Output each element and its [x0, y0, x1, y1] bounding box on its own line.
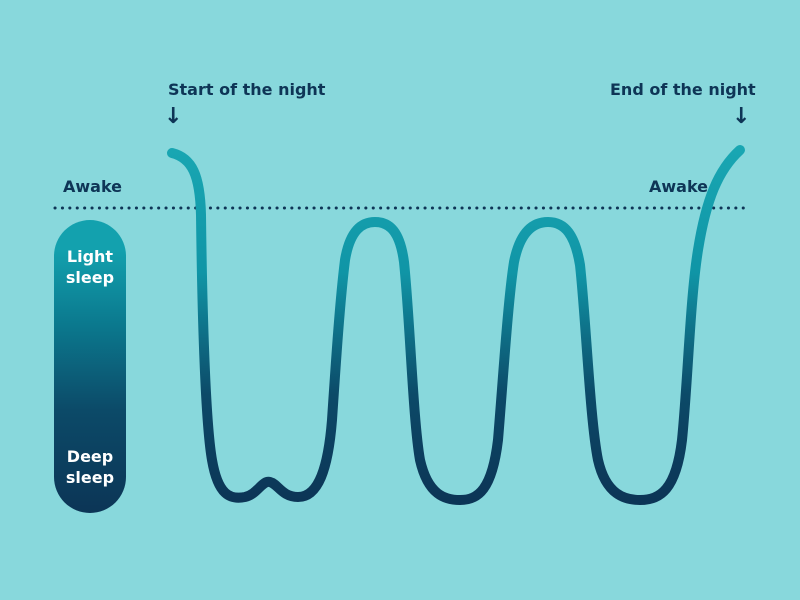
end-of-night-label: End of the night — [610, 80, 756, 99]
light-sleep-line-1: Light — [66, 247, 114, 266]
deep-sleep-label: Deep sleep — [54, 446, 126, 488]
light-sleep-line-2: sleep — [65, 268, 115, 287]
start-arrow-down-icon: ↓ — [164, 104, 183, 129]
light-sleep-label: Light sleep — [54, 246, 126, 288]
sleep-depth-scale: Light sleep Deep sleep — [54, 220, 126, 513]
deep-sleep-line-1: Deep — [66, 447, 114, 466]
sleep-cycle-curve — [167, 145, 745, 506]
start-of-night-label: Start of the night — [168, 80, 326, 99]
awake-label-left: Awake — [63, 177, 123, 196]
deep-sleep-line-2: sleep — [65, 468, 115, 487]
awake-label-right: Awake — [649, 177, 709, 196]
end-arrow-down-icon: ↓ — [732, 104, 751, 129]
